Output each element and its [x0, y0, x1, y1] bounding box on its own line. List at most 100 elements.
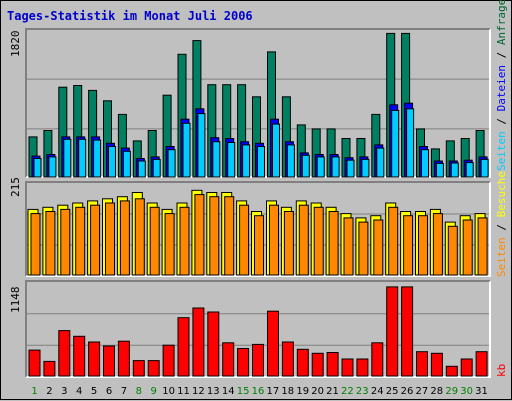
x-tick-label-22: 22: [341, 386, 354, 397]
bar-seiten-top-11: [182, 122, 191, 178]
bar-seiten-mid-15: [239, 204, 250, 276]
bar-seiten-top-16: [257, 146, 265, 178]
bar-kb-7: [117, 340, 130, 377]
bar-seiten-top-2: [48, 156, 57, 178]
x-tick-label-21: 21: [326, 386, 339, 397]
x-tick-label-27: 27: [416, 386, 429, 397]
x-tick-label-26: 26: [401, 386, 414, 397]
bar-kb-6: [103, 345, 115, 377]
bar-seiten-top-9: [152, 158, 161, 178]
bar-seiten-top-24: [376, 147, 385, 178]
bar-seiten-mid-25: [388, 206, 399, 276]
x-tick-label-19: 19: [296, 386, 309, 397]
x-tick-label-16: 16: [252, 386, 265, 397]
bar-seiten-mid-19: [298, 204, 309, 276]
bar-kb-31: [475, 351, 488, 377]
bar-seiten-top-28: [435, 162, 444, 178]
bar-seiten-mid-6: [105, 202, 115, 276]
bar-kb-4: [73, 335, 86, 377]
bar-seiten-top-1: [33, 158, 42, 178]
bar-kb-3: [58, 330, 71, 377]
bar-seiten-mid-10: [164, 213, 175, 276]
bar-seiten-mid-22: [343, 217, 354, 276]
x-tick-label-23: 23: [356, 386, 369, 397]
x-tick-label-31: 31: [475, 386, 488, 397]
bar-kb-27: [416, 351, 428, 377]
bar-seiten-mid-17: [269, 204, 279, 276]
x-tick-label-7: 7: [121, 386, 127, 397]
bar-kb-9: [147, 360, 160, 377]
bar-kb-14: [222, 342, 235, 377]
bar-seiten-top-31: [480, 158, 489, 178]
x-tick-label-17: 17: [267, 386, 280, 397]
x-tick-label-20: 20: [311, 386, 324, 397]
x-tick-label-14: 14: [222, 386, 235, 397]
bar-seiten-top-27: [421, 149, 429, 178]
bar-kb-1: [28, 349, 41, 377]
bar-seiten-mid-16: [254, 215, 264, 276]
bar-seiten-top-30: [465, 162, 474, 178]
bar-kb-28: [430, 352, 443, 377]
bar-kb-22: [341, 358, 354, 377]
x-tick-label-5: 5: [91, 386, 97, 397]
bar-seiten-top-14: [227, 142, 236, 178]
bar-kb-13: [207, 311, 220, 377]
x-tick-label-18: 18: [281, 386, 294, 397]
bar-kb-29: [445, 365, 458, 377]
bar-seiten-top-21: [331, 156, 340, 178]
bar-seiten-top-5: [93, 139, 102, 178]
bar-seiten-mid-14: [224, 196, 235, 276]
bar-seiten-mid-8: [134, 198, 145, 276]
bar-seiten-mid-7: [119, 200, 130, 276]
bar-kb-16: [252, 343, 264, 377]
bar-seiten-mid-27: [418, 215, 428, 276]
bar-seiten-top-26: [406, 108, 415, 178]
x-tick-label-30: 30: [460, 386, 473, 397]
bar-kb-11: [177, 317, 190, 377]
x-tick-label-12: 12: [192, 386, 205, 397]
bar-seiten-mid-1: [30, 213, 41, 276]
bar-seiten-mid-20: [313, 206, 324, 276]
bar-seiten-mid-31: [477, 217, 488, 276]
bar-kb-5: [88, 341, 101, 377]
bar-seiten-mid-13: [209, 196, 220, 276]
x-tick-label-2: 2: [46, 386, 52, 397]
x-tick-label-8: 8: [136, 386, 142, 397]
bar-kb-17: [267, 310, 279, 377]
x-tick-label-9: 9: [151, 386, 157, 397]
bar-kb-26: [401, 286, 414, 377]
bar-seiten-mid-4: [75, 206, 86, 276]
x-tick-label-13: 13: [207, 386, 220, 397]
x-tick-label-25: 25: [386, 386, 399, 397]
bar-seiten-top-4: [78, 138, 87, 178]
x-tick-label-28: 28: [430, 386, 443, 397]
bar-kb-20: [311, 352, 324, 377]
bar-seiten-mid-29: [447, 225, 458, 276]
bar-kb-8: [132, 360, 145, 377]
bar-seiten-mid-30: [462, 219, 473, 276]
bar-kb-25: [386, 286, 399, 377]
bar-seiten-mid-12: [194, 194, 205, 276]
x-tick-label-11: 11: [177, 386, 190, 397]
x-tick-label-10: 10: [162, 386, 175, 397]
bar-kb-24: [371, 342, 384, 377]
bar-seiten-top-18: [286, 144, 295, 178]
bar-seiten-mid-18: [283, 211, 294, 276]
bar-seiten-mid-5: [90, 204, 101, 276]
bar-seiten-top-25: [391, 109, 400, 178]
x-tick-label-4: 4: [76, 386, 82, 397]
bar-seiten-top-6: [108, 146, 116, 178]
bar-seiten-top-29: [450, 162, 459, 178]
bar-seiten-mid-11: [179, 206, 190, 276]
x-tick-label-29: 29: [445, 386, 458, 397]
bar-kb-10: [162, 344, 175, 377]
x-tick-label-24: 24: [371, 386, 384, 397]
bar-seiten-mid-3: [60, 208, 71, 276]
bar-seiten-mid-26: [403, 215, 414, 276]
bar-seiten-top-15: [242, 144, 251, 178]
bar-seiten-top-12: [197, 113, 206, 178]
bar-seiten-top-10: [167, 149, 176, 178]
bar-seiten-top-8: [137, 160, 146, 178]
bar-seiten-top-7: [122, 150, 131, 178]
